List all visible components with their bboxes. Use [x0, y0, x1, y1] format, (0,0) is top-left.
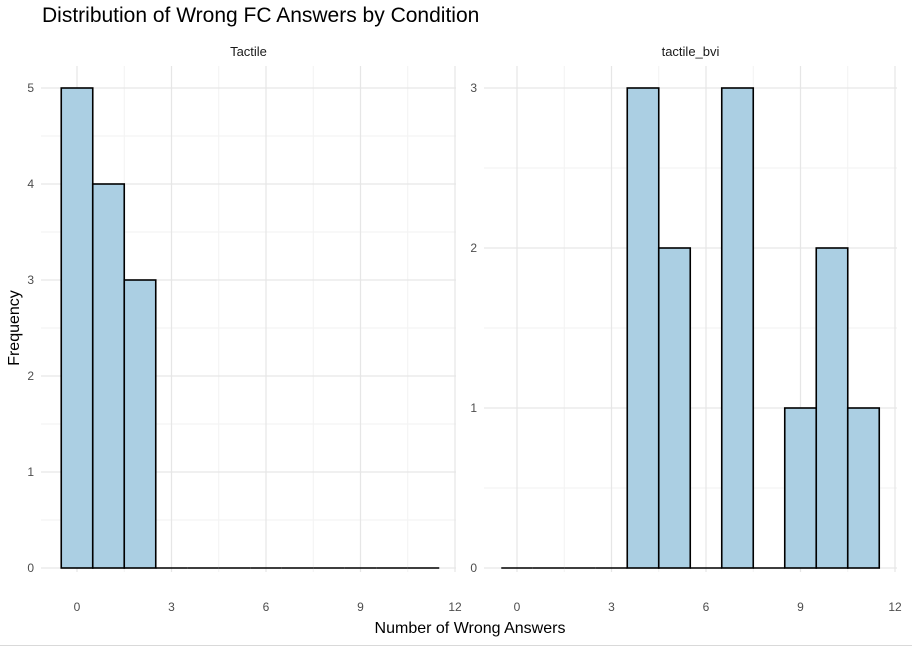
strip-label: Tactile: [230, 44, 267, 59]
bottom-divider: [0, 645, 912, 646]
x-tick-label: 9: [357, 600, 364, 614]
x-tick-label: 3: [168, 600, 175, 614]
histogram-bar: [626, 87, 660, 569]
y-tick-label: 3: [27, 273, 34, 287]
strip-label: tactile_bvi: [662, 44, 720, 59]
histogram-bar: [783, 407, 818, 569]
y-tick-label: 4: [27, 177, 34, 191]
y-tick-label: 2: [27, 369, 34, 383]
histogram-bar: [60, 87, 94, 569]
x-tick-label: 12: [888, 600, 902, 614]
x-tick-label: 6: [263, 600, 270, 614]
histogram-bar: [815, 247, 849, 569]
y-tick-label: 0: [27, 561, 34, 575]
y-tick-label: 1: [27, 465, 34, 479]
x-tick-label: 9: [797, 600, 804, 614]
histogram-bar: [91, 183, 126, 569]
y-tick-label: 1: [470, 401, 477, 415]
x-tick-label: 3: [608, 600, 615, 614]
y-tick-label: 5: [27, 81, 34, 95]
histogram-bar: [657, 247, 692, 569]
y-tick-label: 3: [470, 81, 477, 95]
x-axis-title: Number of Wrong Answers: [375, 620, 566, 637]
x-tick-label: 0: [74, 600, 81, 614]
histogram-bar: [846, 407, 881, 569]
chart-title: Distribution of Wrong FC Answers by Cond…: [42, 4, 479, 27]
x-tick-label: 6: [703, 600, 710, 614]
y-axis-title: Frequency: [6, 290, 23, 366]
y-tick-label: 0: [470, 561, 477, 575]
x-tick-label: 0: [514, 600, 521, 614]
x-tick-label: 12: [448, 600, 462, 614]
histogram-bar: [720, 87, 755, 569]
histogram-bar: [123, 279, 157, 569]
y-tick-label: 2: [470, 241, 477, 255]
